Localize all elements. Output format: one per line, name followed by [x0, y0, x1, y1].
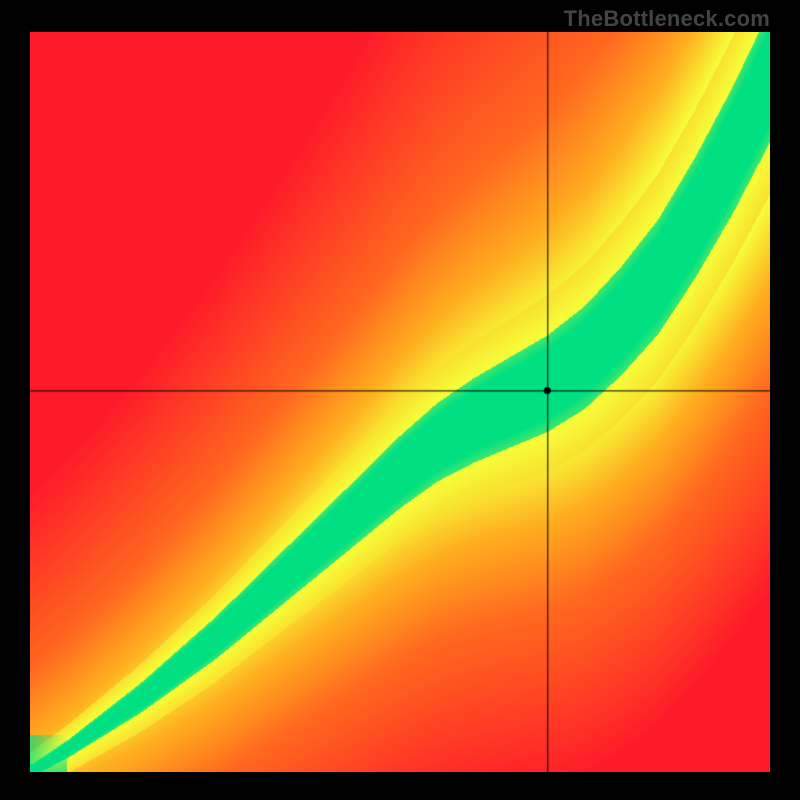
watermark-text: TheBottleneck.com: [564, 6, 770, 32]
heatmap-canvas: [30, 32, 770, 772]
heatmap-plot: [30, 32, 770, 772]
